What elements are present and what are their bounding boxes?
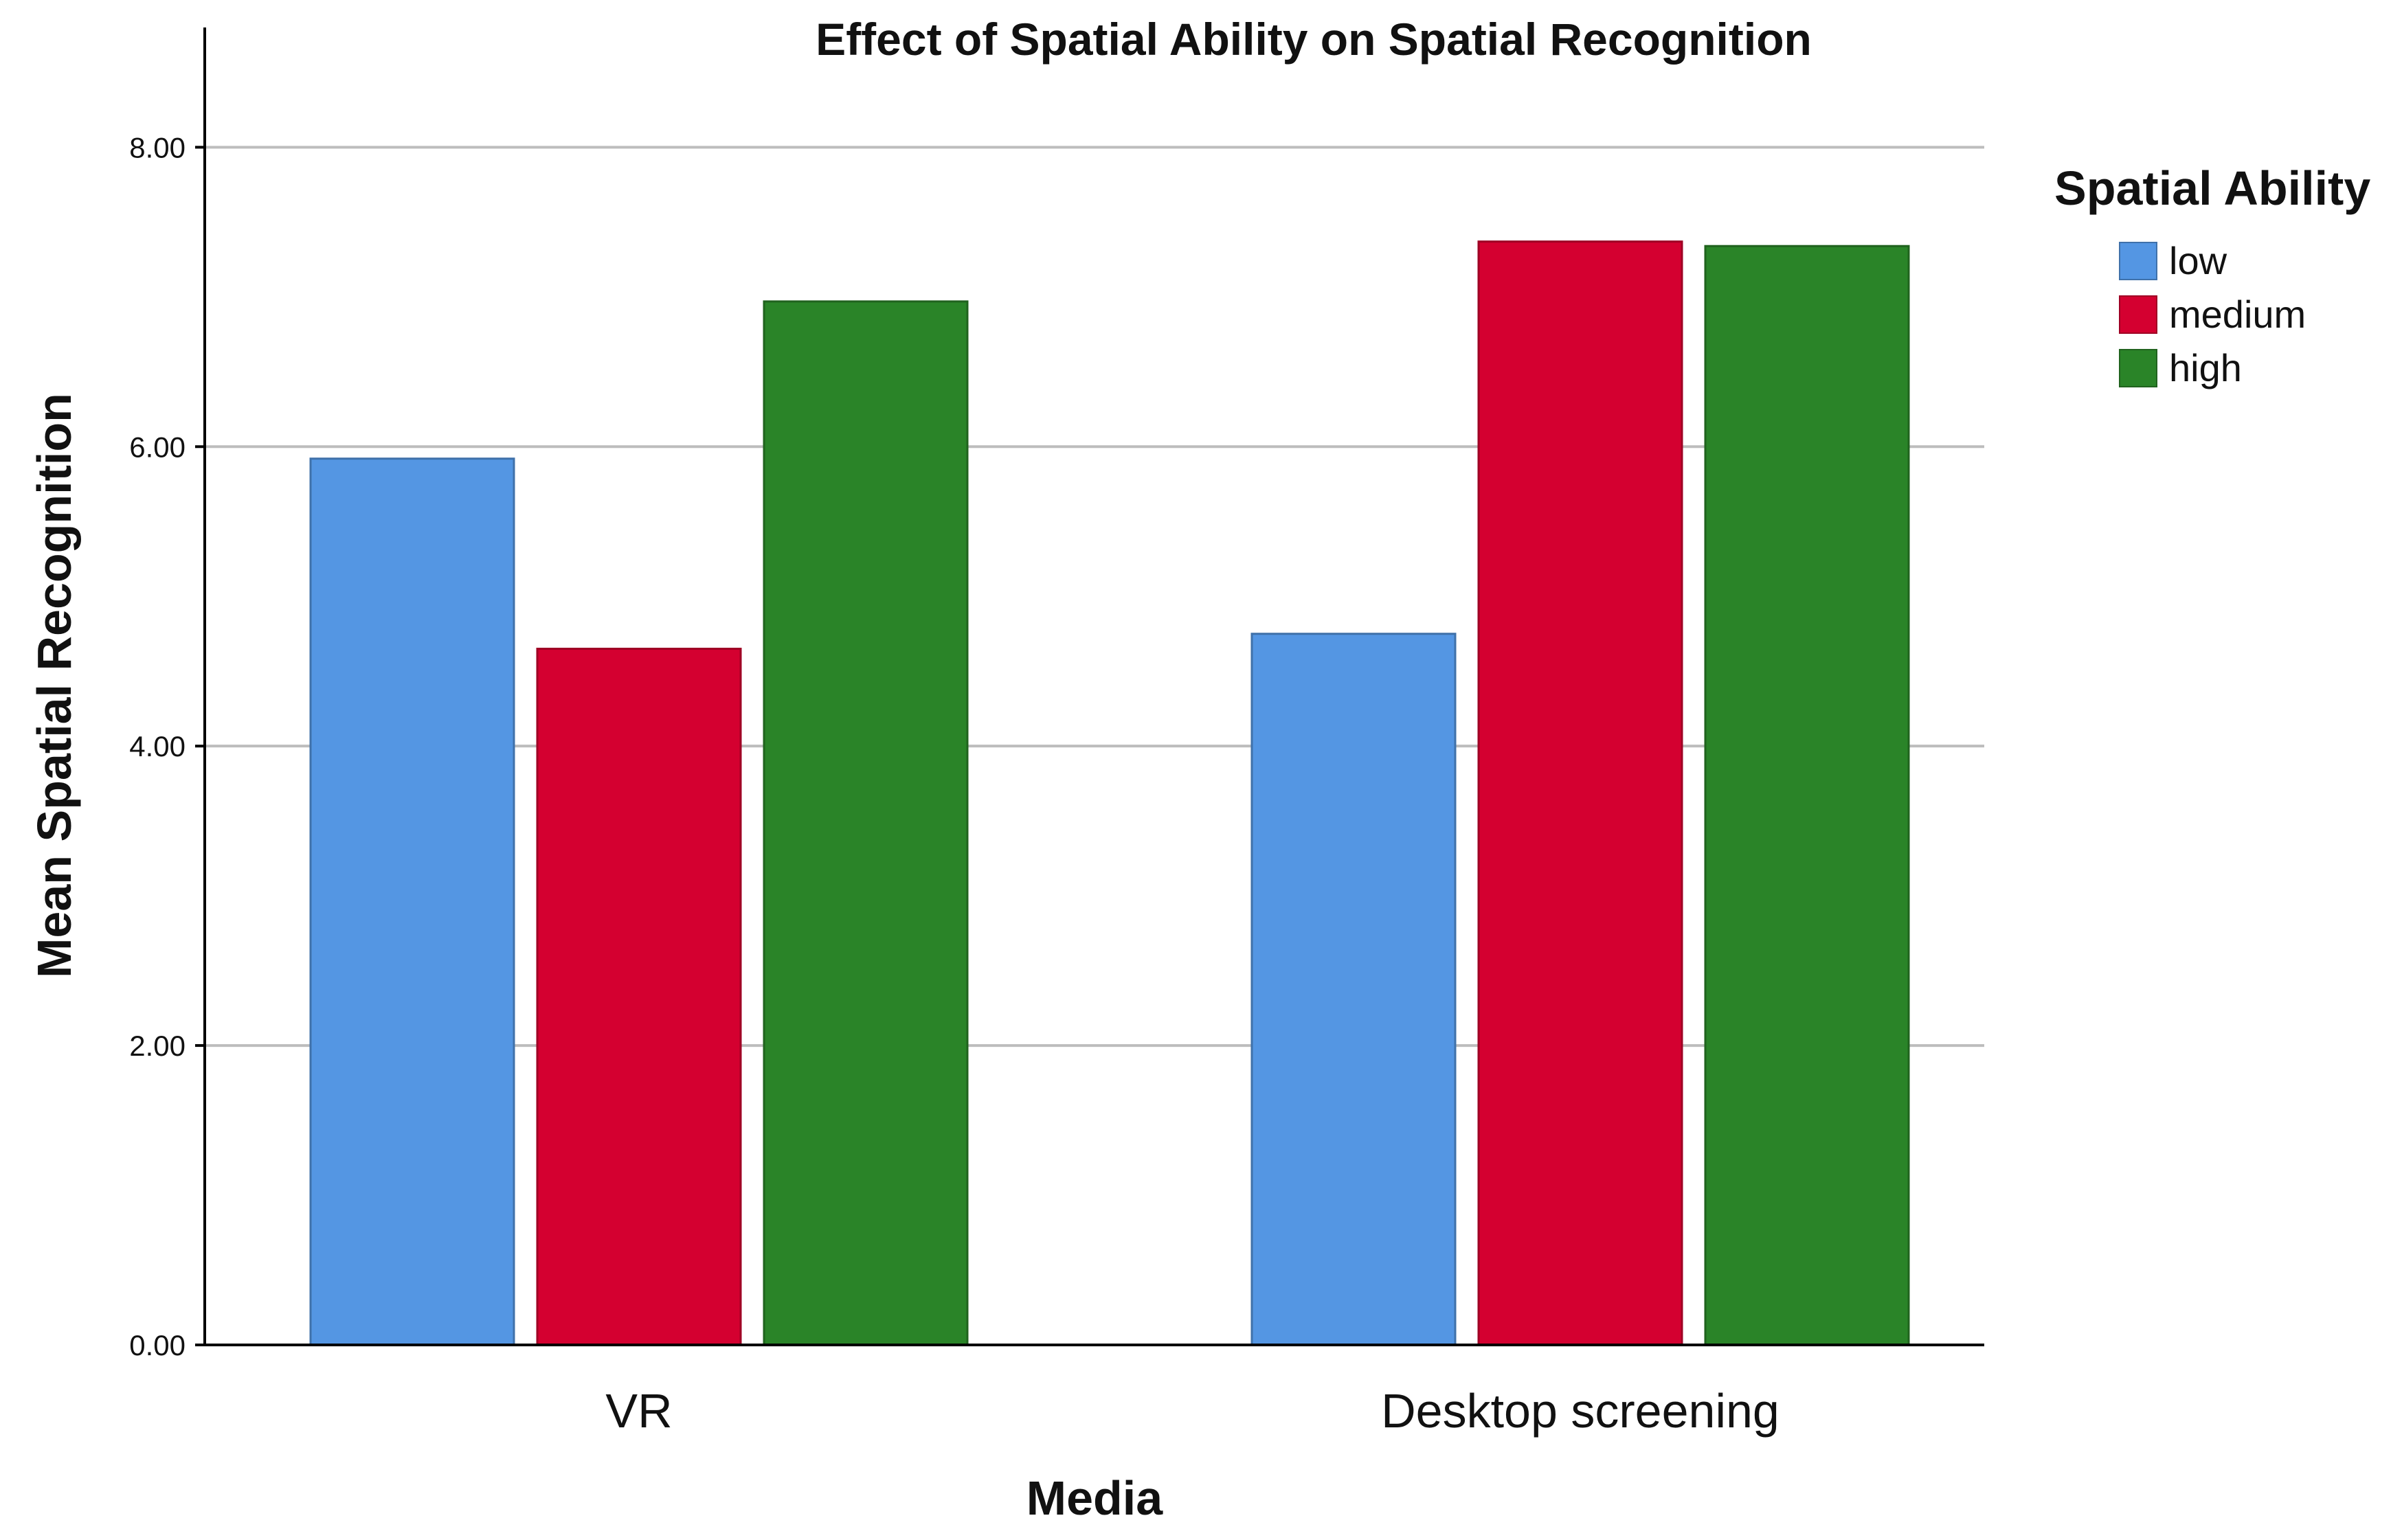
- bar-desktop-screening-medium: [1477, 240, 1683, 1346]
- axes: [203, 27, 1984, 1346]
- x-tick-labels: VR Desktop screening: [605, 1384, 1780, 1438]
- y-tick-label: 2.00: [129, 1030, 186, 1062]
- legend-items: low medium high: [2119, 239, 2306, 389]
- x-axis-title: Media: [1026, 1471, 1163, 1525]
- bar-vr-low: [309, 457, 515, 1346]
- y-tick-label: 4.00: [129, 730, 186, 762]
- y-tick-label: 8.00: [129, 131, 186, 163]
- legend-title: Spatial Ability: [2054, 161, 2370, 215]
- legend-swatch-high: [2119, 349, 2157, 387]
- legend-label-low: low: [2169, 239, 2227, 282]
- y-axis-title: Mean Spatial Recognition: [27, 393, 81, 978]
- x-tick-label-desktop-screening: Desktop screening: [1381, 1384, 1780, 1438]
- bar-vr-medium: [536, 648, 742, 1346]
- bar-desktop-screening-high: [1704, 245, 1910, 1346]
- bar-desktop-screening-low: [1250, 633, 1457, 1346]
- y-tick-label: 6.00: [129, 431, 186, 463]
- legend-swatch-medium: [2119, 295, 2157, 334]
- bar-vr-high: [763, 300, 969, 1346]
- bars: [309, 240, 1910, 1346]
- legend-label-high: high: [2169, 346, 2242, 389]
- chart-title: Effect of Spatial Ability on Spatial Rec…: [816, 14, 1812, 65]
- y-tick-label: 0.00: [129, 1329, 186, 1361]
- legend: Spatial Ability low medium high: [2054, 161, 2370, 389]
- legend-label-medium: medium: [2169, 293, 2306, 336]
- x-tick-label-vr: VR: [605, 1384, 672, 1438]
- y-tick-labels: 0.00 2.00 4.00 6.00 8.00: [129, 131, 205, 1361]
- legend-swatch-low: [2119, 242, 2157, 280]
